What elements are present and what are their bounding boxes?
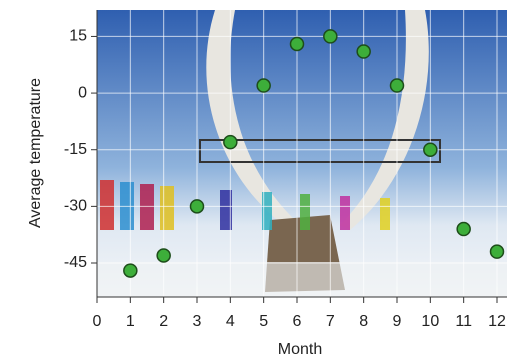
point: [491, 245, 504, 258]
x-tick-label: 3: [193, 313, 202, 330]
x-tick-label: 10: [421, 313, 439, 330]
y-axis-label: Average temperature: [27, 78, 44, 228]
chart: Month Average temperature 150-15-30-4501…: [0, 0, 513, 360]
point: [257, 79, 270, 92]
point: [357, 45, 370, 58]
x-tick-label: 4: [226, 313, 235, 330]
x-tick-label: 5: [259, 313, 268, 330]
x-tick-label: 1: [126, 313, 135, 330]
x-tick-label: 0: [93, 313, 102, 330]
point: [391, 79, 404, 92]
x-tick-label: 8: [359, 313, 368, 330]
point: [191, 200, 204, 213]
x-tick-label: 9: [393, 313, 402, 330]
point: [424, 143, 437, 156]
y-tick-label: -30: [64, 198, 87, 215]
point: [124, 264, 137, 277]
x-tick-label: 2: [159, 313, 168, 330]
y-tick-label: -45: [64, 254, 87, 271]
x-tick-label: 12: [488, 313, 506, 330]
point: [157, 249, 170, 262]
point: [324, 30, 337, 43]
point: [457, 223, 470, 236]
x-tick-label: 6: [293, 313, 302, 330]
x-tick-label: 7: [326, 313, 335, 330]
y-tick-label: 0: [78, 84, 87, 101]
point: [224, 136, 237, 149]
x-tick-label: 11: [455, 313, 472, 330]
y-tick-label: -15: [64, 141, 87, 158]
x-axis-label: Month: [278, 341, 322, 358]
y-tick-label: 15: [69, 28, 87, 45]
point: [291, 37, 304, 50]
